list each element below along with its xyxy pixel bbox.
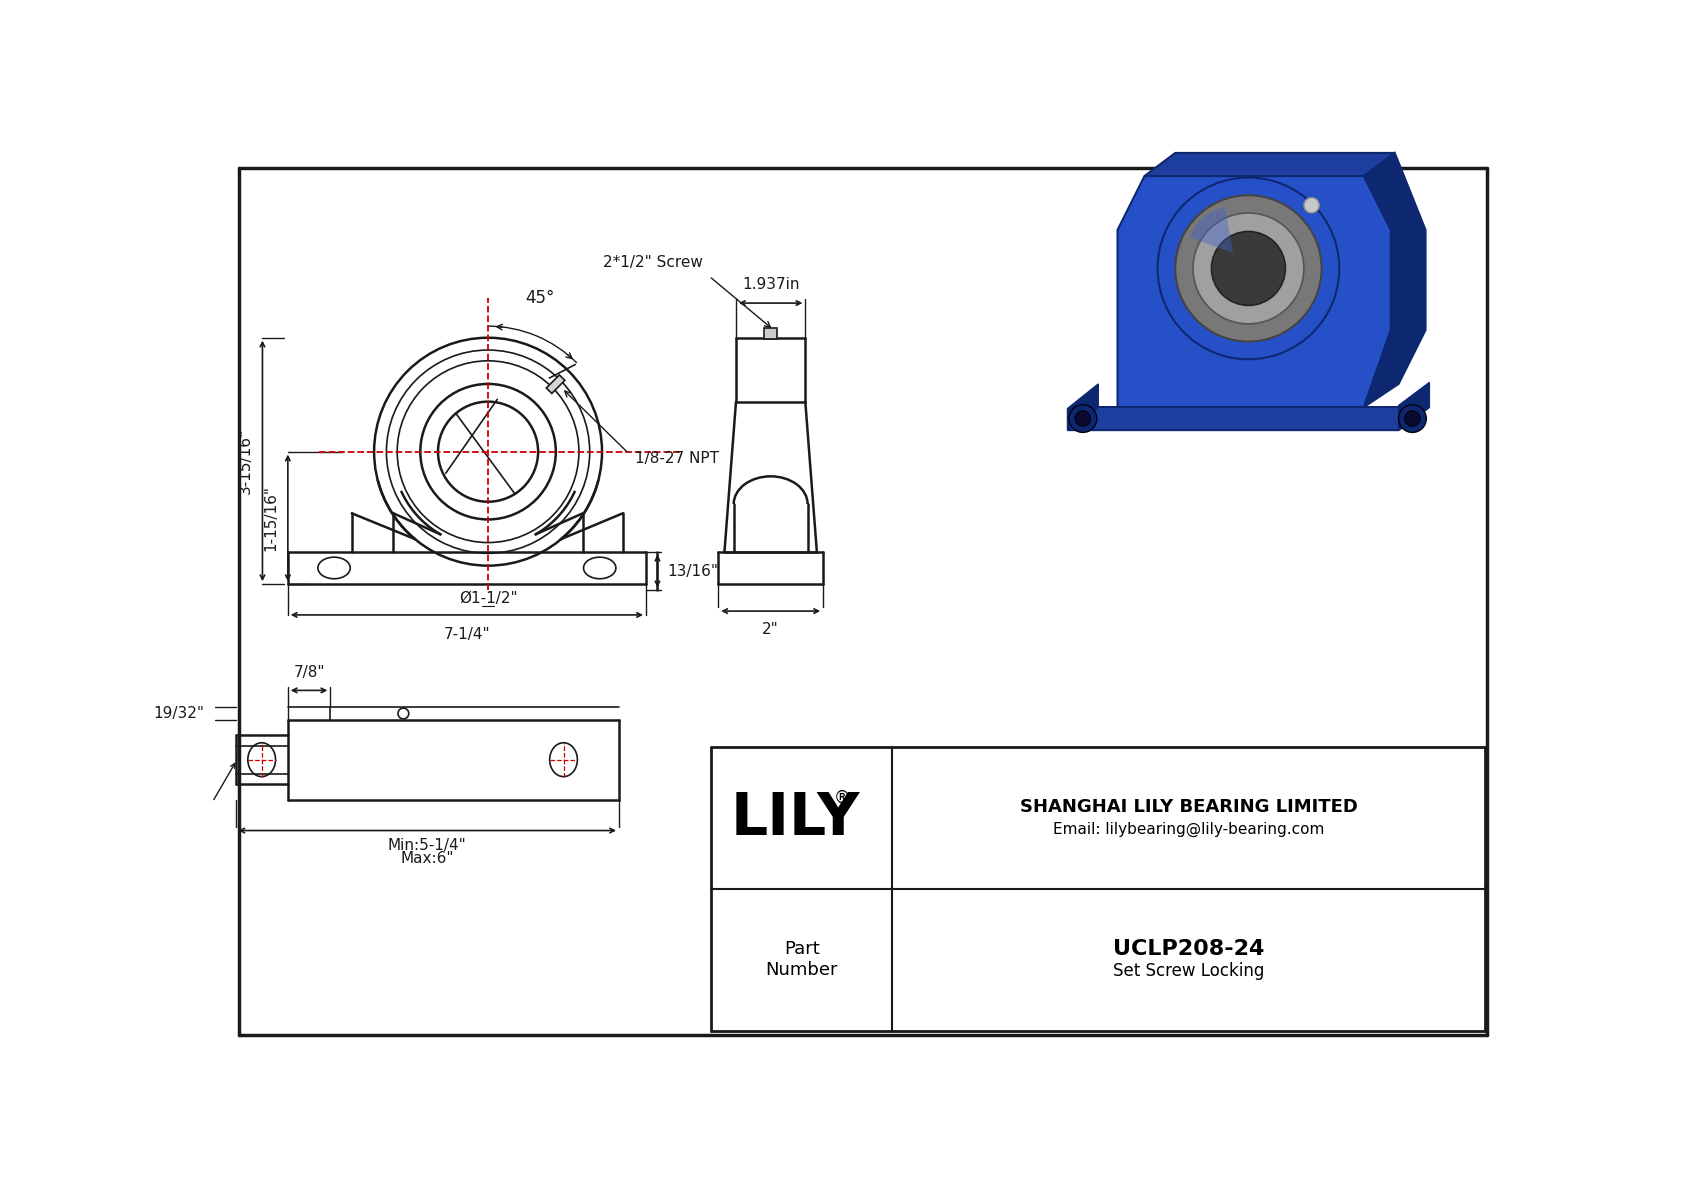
- Polygon shape: [1145, 152, 1394, 176]
- Text: Part
Number: Part Number: [766, 941, 839, 979]
- Circle shape: [1074, 411, 1091, 426]
- Text: 2": 2": [763, 622, 780, 637]
- Circle shape: [1404, 411, 1420, 426]
- Text: 3-15/16": 3-15/16": [237, 428, 253, 494]
- Text: 1/8-27 NPT: 1/8-27 NPT: [635, 451, 719, 467]
- Text: 7/8": 7/8": [293, 665, 325, 680]
- Circle shape: [1303, 198, 1319, 213]
- Polygon shape: [1068, 407, 1430, 430]
- Circle shape: [1192, 213, 1303, 324]
- Text: 1.937in: 1.937in: [743, 278, 800, 292]
- Circle shape: [1175, 195, 1322, 342]
- Circle shape: [1399, 405, 1426, 432]
- Text: 19/32": 19/32": [153, 706, 205, 721]
- Bar: [765, 329, 776, 339]
- Text: 1-15/16": 1-15/16": [264, 485, 278, 551]
- Circle shape: [1157, 177, 1339, 360]
- Circle shape: [1069, 405, 1096, 432]
- Polygon shape: [1118, 176, 1391, 407]
- Text: 13/16": 13/16": [667, 563, 719, 579]
- Text: SHANGHAI LILY BEARING LIMITED: SHANGHAI LILY BEARING LIMITED: [1021, 798, 1357, 816]
- Text: UCLP208-24: UCLP208-24: [1113, 940, 1265, 959]
- Text: Ø1-1/2": Ø1-1/2": [458, 591, 517, 606]
- Polygon shape: [1068, 384, 1098, 430]
- Polygon shape: [546, 375, 564, 393]
- Wedge shape: [1189, 207, 1233, 252]
- Text: 45°: 45°: [525, 288, 556, 307]
- Circle shape: [1211, 231, 1285, 305]
- Text: Max:6": Max:6": [401, 850, 455, 866]
- Text: Min:5-1/4": Min:5-1/4": [387, 838, 466, 853]
- Text: Set Screw Locking: Set Screw Locking: [1113, 961, 1265, 980]
- Text: Email: lilybearing@lily-bearing.com: Email: lilybearing@lily-bearing.com: [1052, 822, 1324, 836]
- Text: LILY: LILY: [731, 790, 861, 847]
- Text: 7-1/4": 7-1/4": [443, 628, 490, 642]
- Polygon shape: [1399, 382, 1430, 430]
- Polygon shape: [1364, 152, 1426, 407]
- Text: ®: ®: [834, 790, 850, 807]
- Text: 2*1/2" Screw: 2*1/2" Screw: [603, 255, 702, 270]
